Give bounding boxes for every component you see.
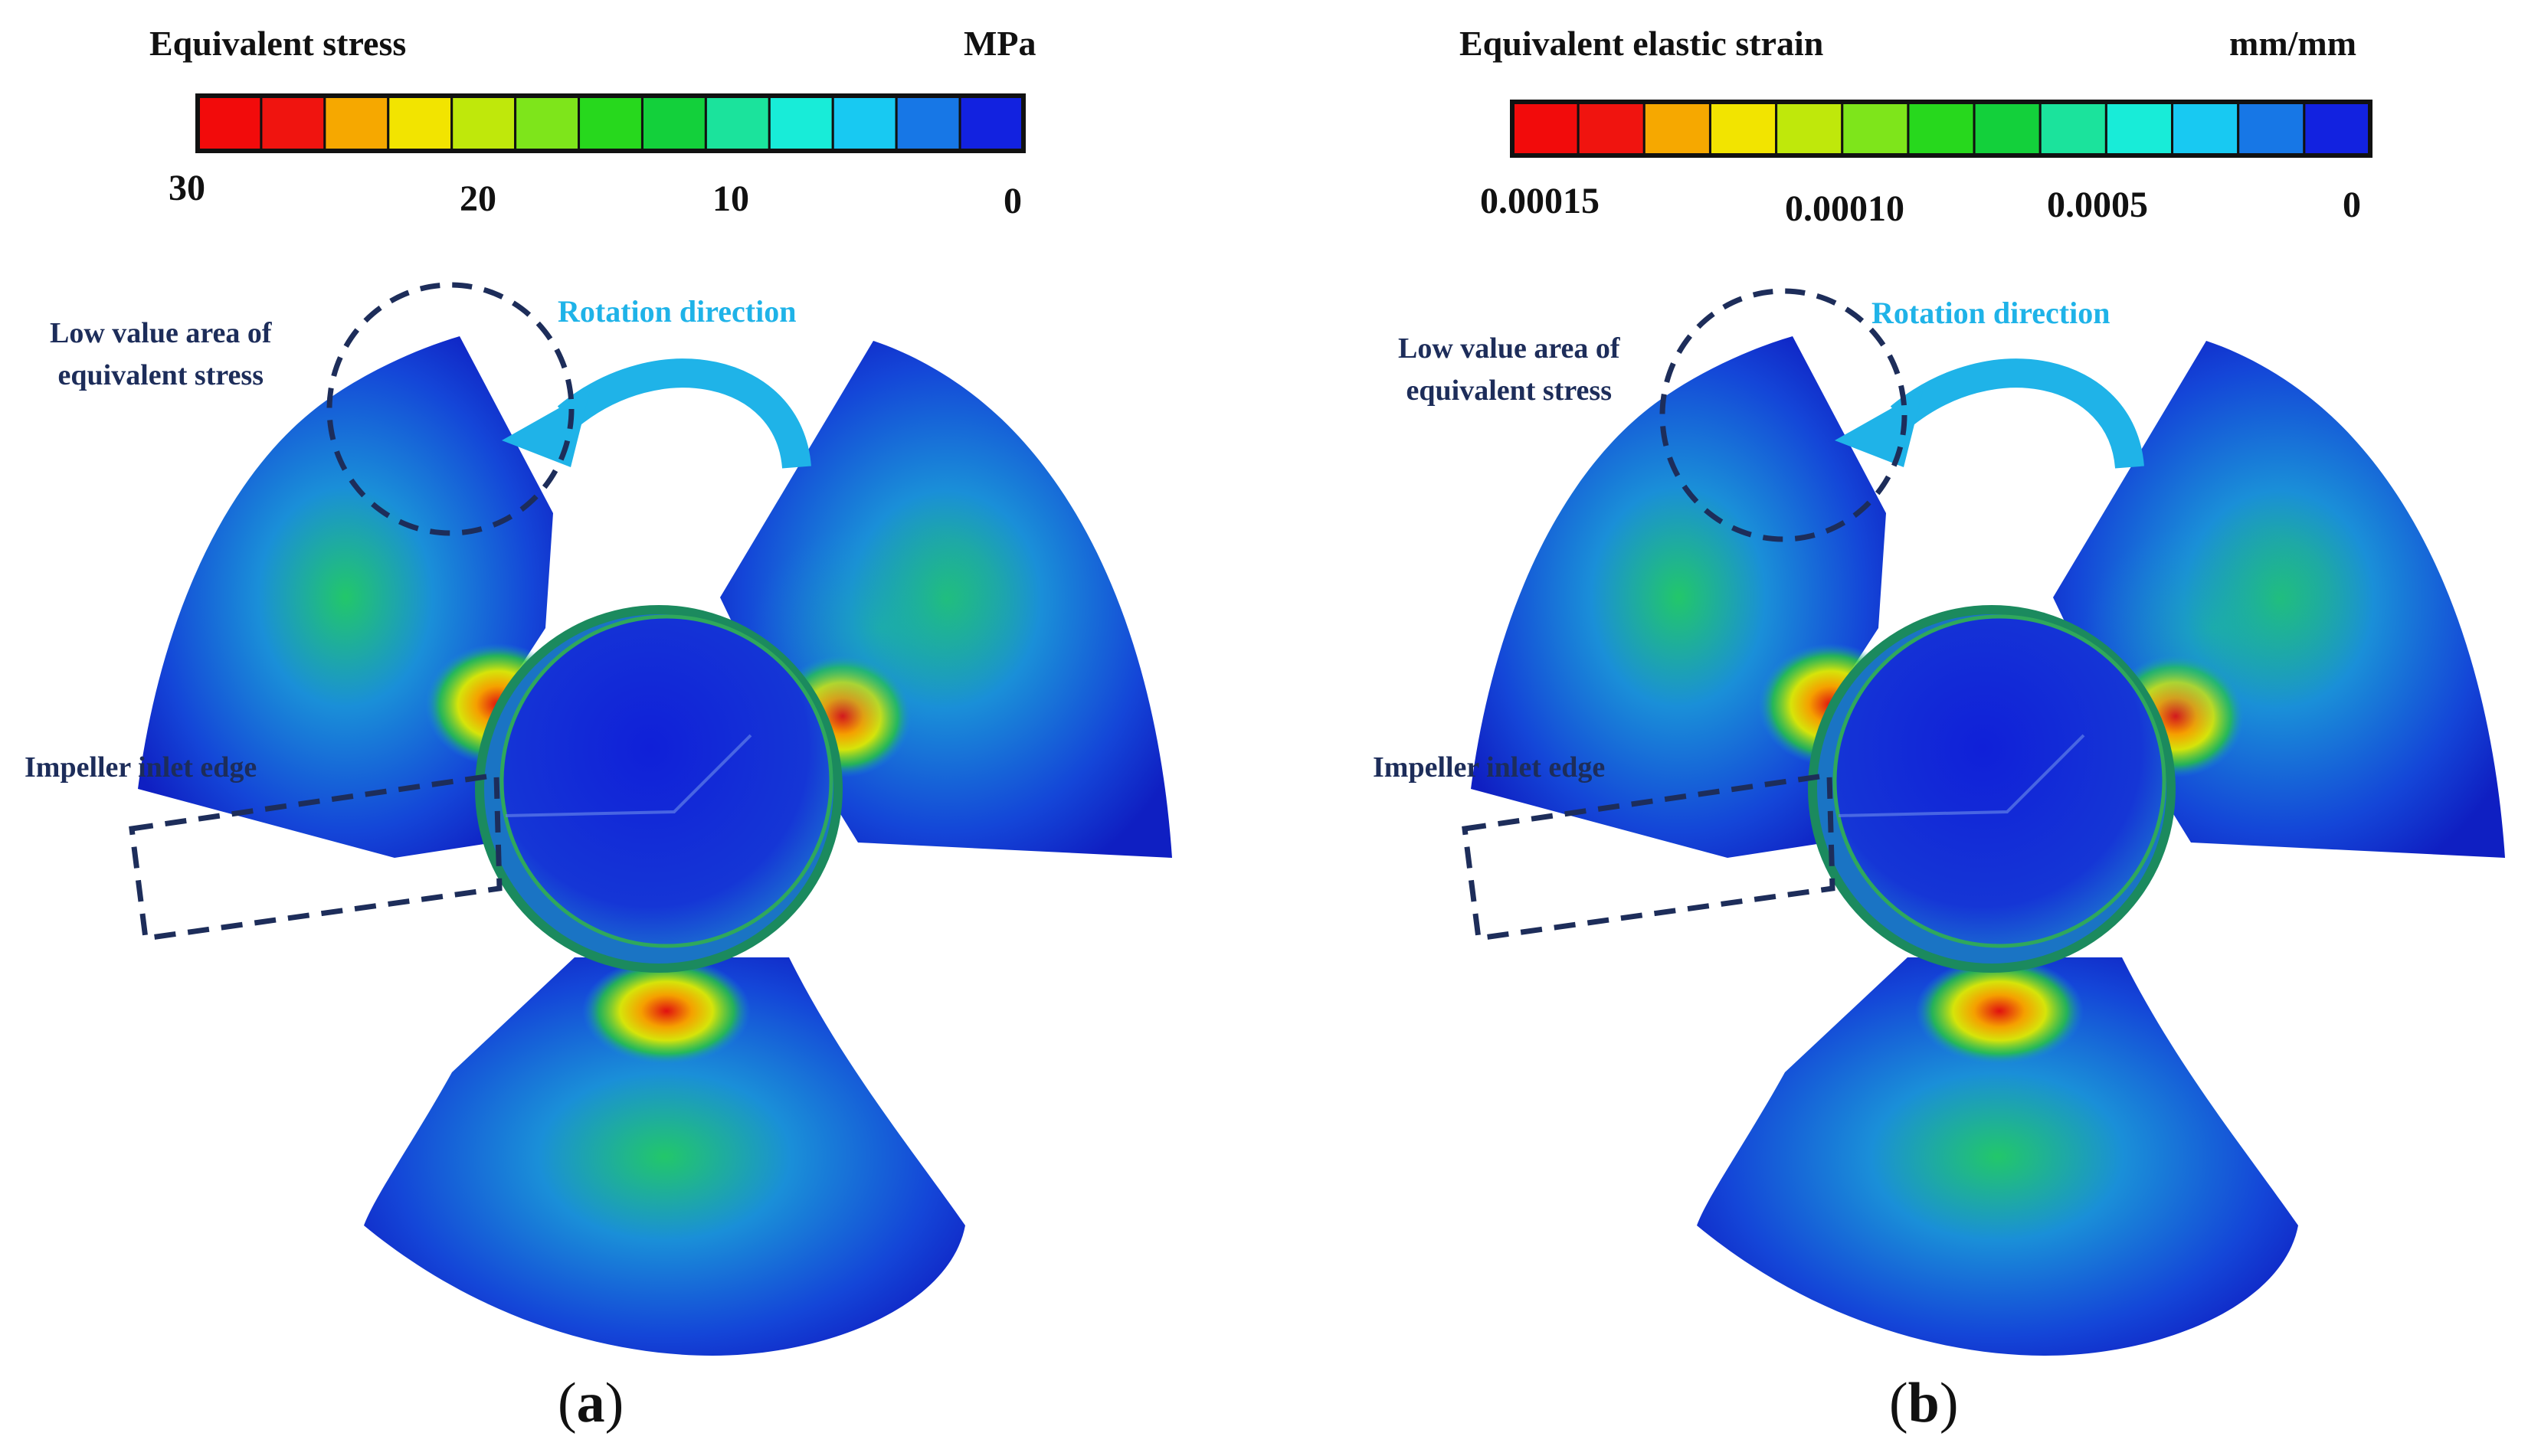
legend-swatch-5 [514, 94, 581, 152]
legend-swatch-7 [1973, 100, 2042, 157]
legend-swatch-9 [768, 94, 834, 152]
legend-swatch-3 [1708, 100, 1778, 157]
panel-b-low-value-label: Low value area of equivalent stress [1398, 328, 1620, 412]
panel-b-legend-bar [1510, 100, 2372, 158]
panel-a-caption-close: ) [604, 1372, 624, 1435]
legend-swatch-8 [704, 94, 771, 152]
legend-swatch-1 [1577, 100, 1645, 157]
legend-swatch-2 [323, 94, 390, 152]
panel-a-legend-unit: MPa [964, 24, 1036, 63]
panel-a-legend-title: Equivalent stress [149, 24, 407, 63]
legend-swatch-12 [2303, 100, 2372, 157]
panel-b-inlet-box [1462, 771, 1835, 941]
legend-swatch-11 [895, 94, 961, 152]
panel-a-impeller [138, 336, 1172, 1356]
panel-a-tick-10: 10 [712, 178, 749, 219]
panel-a-rotation-label: Rotation direction [558, 294, 797, 329]
blade-lower [1697, 957, 2298, 1356]
panel-a-low-value-line2: equivalent stress [57, 359, 264, 391]
legend-swatch-4 [450, 94, 517, 152]
legend-swatch-9 [2104, 100, 2174, 157]
panel-b-caption: (b) [1889, 1371, 1958, 1436]
legend-swatch-0 [196, 94, 263, 152]
panel-b-caption-close: ) [1939, 1372, 1959, 1435]
legend-frame [195, 93, 1026, 153]
legend-swatch-5 [1841, 100, 1910, 157]
panel-b-impeller [1471, 336, 2505, 1356]
panel-a-caption: (a) [558, 1371, 624, 1436]
panel-b-low-value-circle [1659, 288, 1907, 542]
panel-a-low-value-circle [326, 282, 575, 536]
legend-swatch-6 [1907, 100, 1976, 157]
legend-swatch-10 [2171, 100, 2240, 157]
legend-swatch-7 [640, 94, 707, 152]
legend-swatch-10 [831, 94, 898, 152]
panel-b-caption-letter: b [1907, 1372, 1940, 1435]
panel-a-tick-max: 30 [169, 168, 205, 208]
panel-b-legend-unit: mm/mm [2229, 24, 2357, 63]
legend-frame [1510, 100, 2372, 158]
panel-a-rotation-arrow [557, 358, 811, 470]
legend-swatch-0 [1511, 100, 1580, 157]
panel-a-caption-open: ( [558, 1372, 577, 1435]
panel-b-legend-title: Equivalent elastic strain [1459, 24, 1824, 63]
legend-swatch-3 [387, 94, 454, 152]
panel-a-tick-20: 20 [460, 178, 496, 219]
legend-swatch-12 [958, 94, 1025, 152]
panel-a-inlet-box [129, 771, 503, 941]
panel-b-rotation-label: Rotation direction [1871, 296, 2110, 330]
panel-a-inlet-label: Impeller inlet edge [25, 751, 257, 784]
legend-swatch-8 [2038, 100, 2107, 157]
panel-b-tick-max: 0.00015 [1480, 181, 1600, 221]
panel-b-rotation-arrow [1890, 358, 2144, 470]
blade-lower [364, 957, 965, 1356]
panel-b-tick-min: 0 [2343, 185, 2361, 225]
panel-b-low-value-line2: equivalent stress [1406, 375, 1612, 407]
panel-a-low-value-label: Low value area of equivalent stress [50, 312, 272, 397]
panel-a-legend-bar [195, 93, 1026, 153]
panel-a-caption-letter: a [576, 1372, 605, 1435]
legend-swatch-1 [260, 94, 326, 152]
legend-swatch-11 [2237, 100, 2306, 157]
panel-b-low-value-line1: Low value area of [1398, 332, 1620, 365]
panel-b-tick-2: 0.00010 [1785, 188, 1904, 229]
panel-b-tick-3: 0.0005 [2047, 185, 2148, 225]
panel-a-low-value-line1: Low value area of [50, 317, 272, 349]
legend-swatch-2 [1642, 100, 1711, 157]
panel-b-caption-open: ( [1889, 1372, 1908, 1435]
panel-a-tick-min: 0 [1004, 181, 1022, 221]
panel-b-inlet-label: Impeller inlet edge [1373, 751, 1606, 784]
legend-swatch-4 [1775, 100, 1844, 157]
legend-swatch-6 [578, 94, 643, 152]
